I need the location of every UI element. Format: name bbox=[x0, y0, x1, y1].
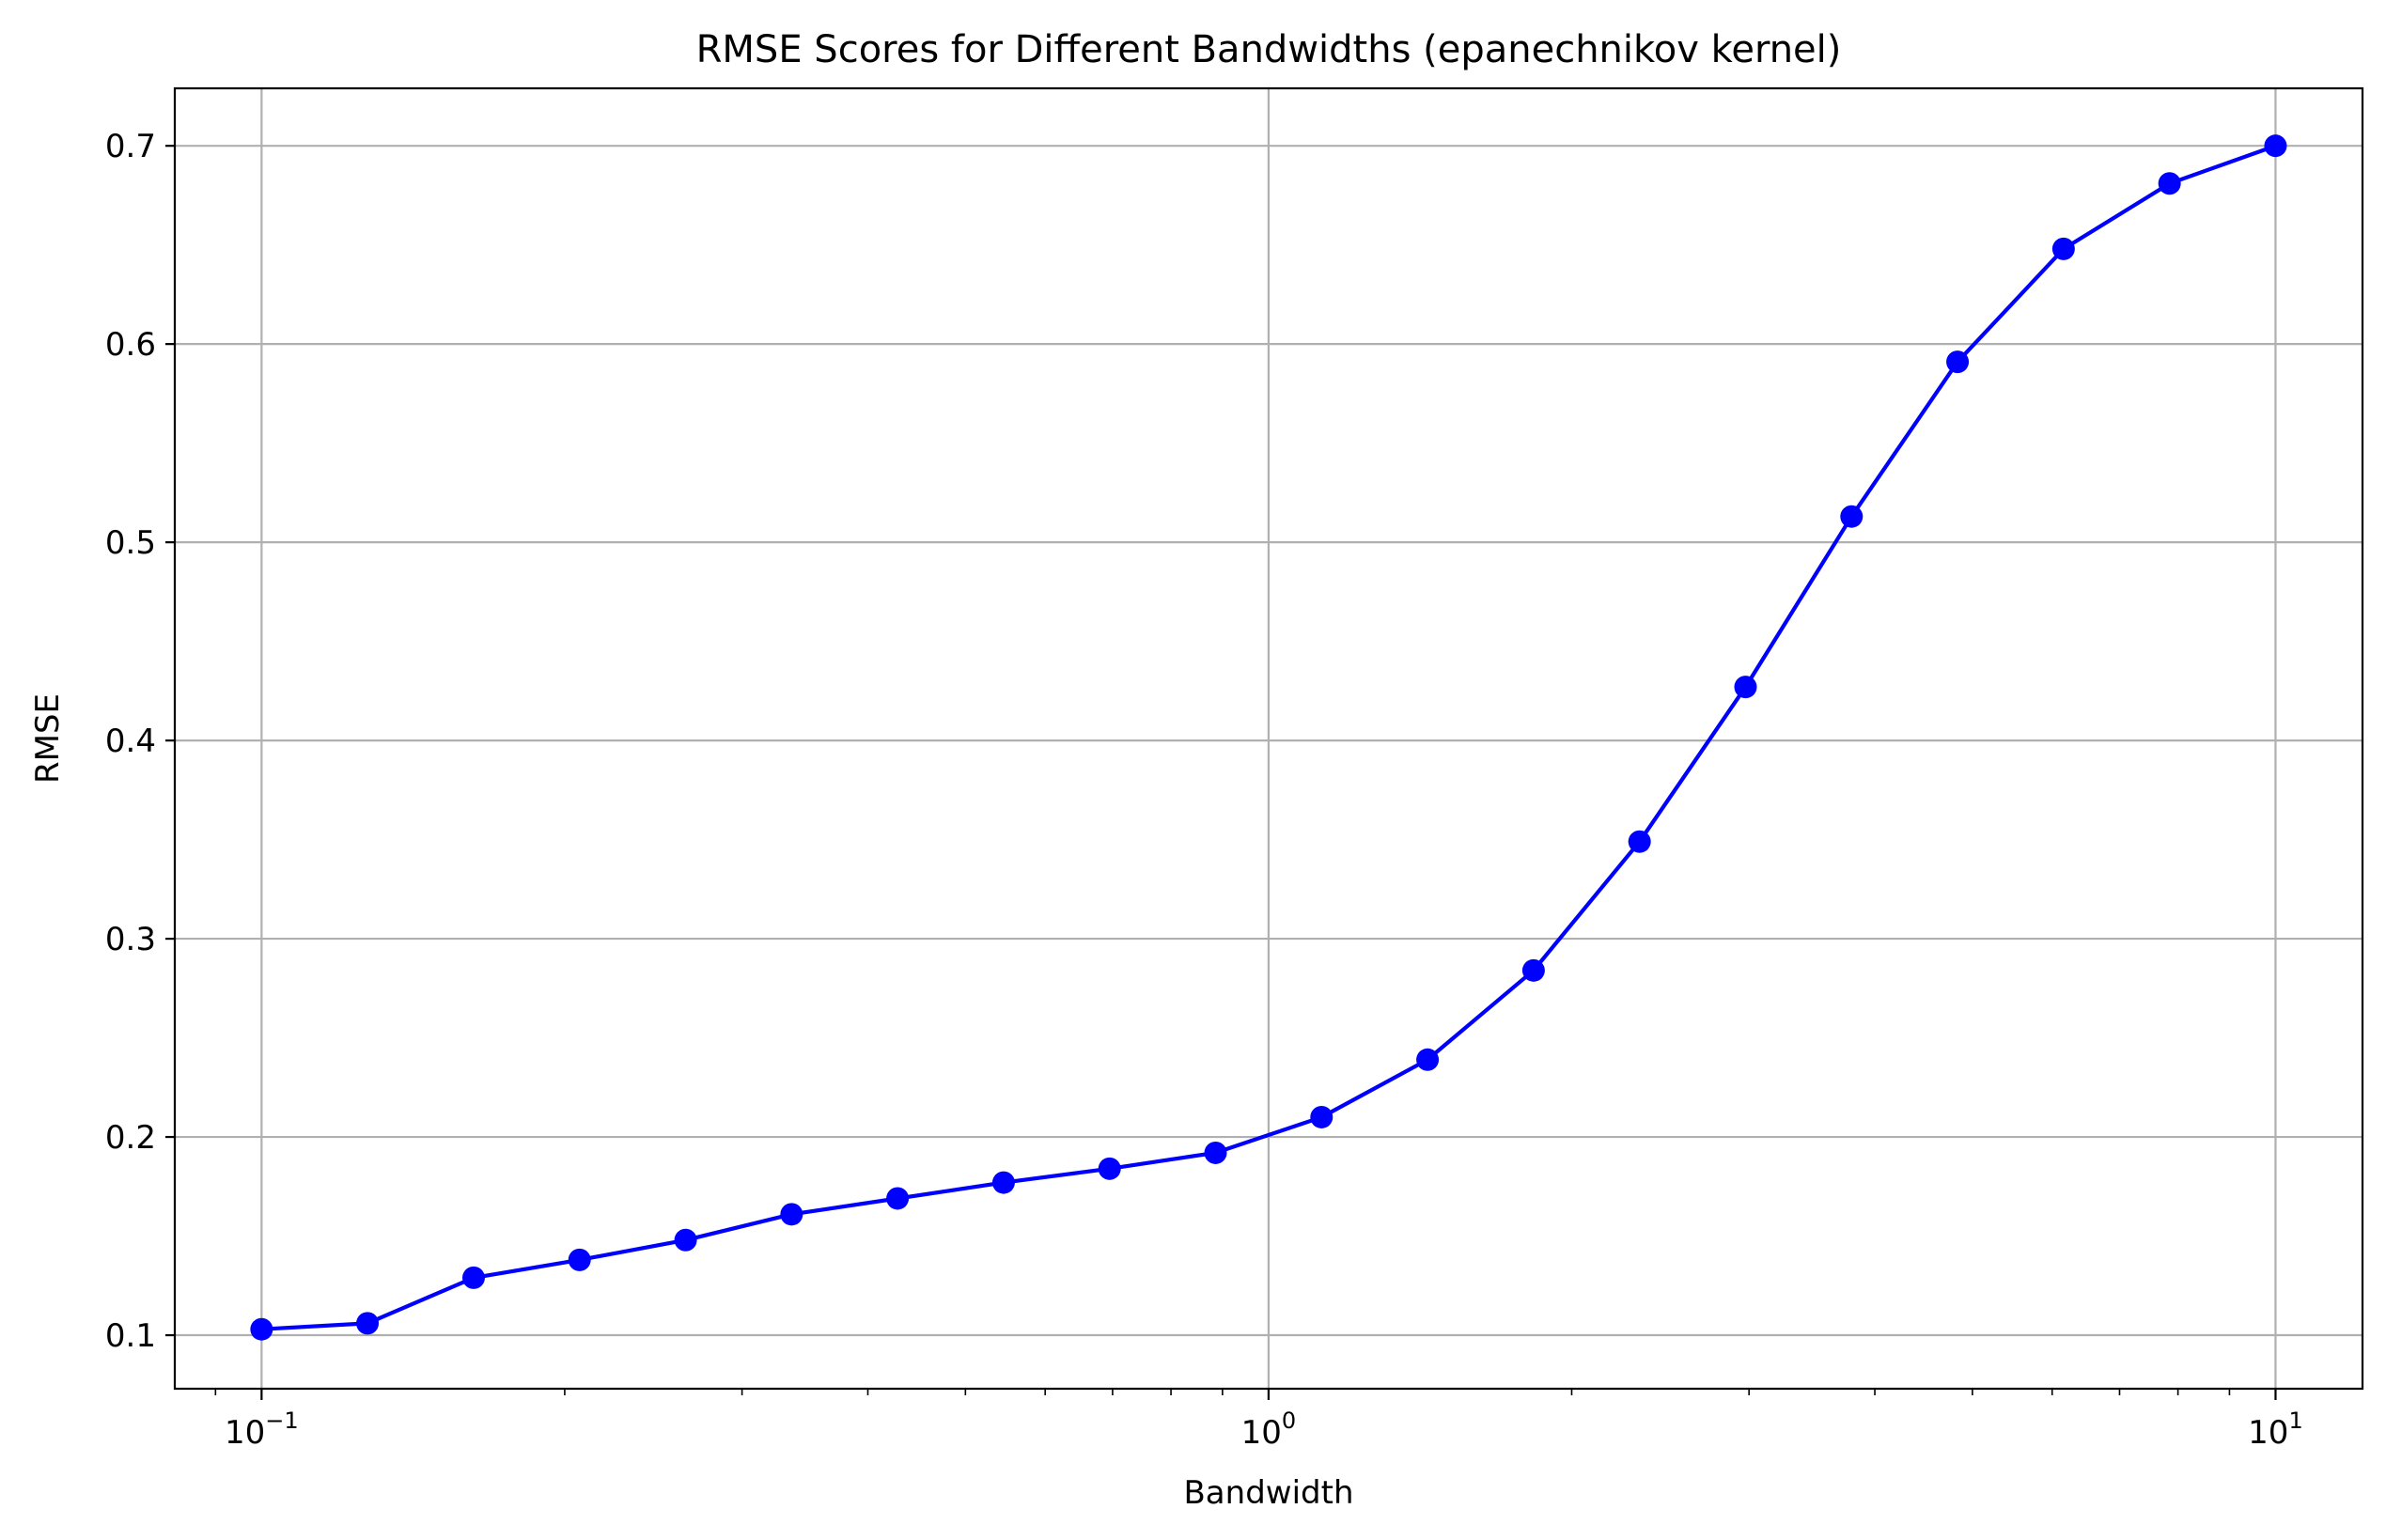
x-tick-label: 10−1 bbox=[225, 1408, 299, 1452]
chart-title: RMSE Scores for Different Bandwidths (ep… bbox=[696, 28, 1842, 71]
data-point bbox=[1310, 1105, 1333, 1128]
data-point bbox=[1628, 830, 1651, 853]
y-axis-label: RMSE bbox=[29, 693, 67, 784]
y-tick-label: 0.5 bbox=[105, 524, 156, 562]
data-point bbox=[2051, 237, 2075, 260]
y-tick-label: 0.4 bbox=[105, 723, 156, 760]
data-point bbox=[2158, 172, 2181, 195]
data-point bbox=[1098, 1157, 1121, 1180]
data-point bbox=[462, 1266, 486, 1289]
data-point bbox=[250, 1317, 273, 1341]
data-point bbox=[1416, 1048, 1440, 1071]
data-point bbox=[1840, 505, 1864, 528]
y-tick-label: 0.6 bbox=[105, 326, 156, 364]
data-point bbox=[886, 1187, 910, 1210]
data-point bbox=[1521, 958, 1545, 982]
data-point bbox=[356, 1312, 380, 1335]
y-tick-label: 0.7 bbox=[105, 128, 156, 165]
data-point bbox=[1946, 350, 1970, 374]
data-point bbox=[2264, 134, 2287, 158]
data-point bbox=[780, 1203, 803, 1226]
data-point bbox=[1204, 1141, 1227, 1164]
grid-lines bbox=[175, 88, 2363, 1389]
data-point bbox=[1734, 676, 1757, 699]
data-point bbox=[991, 1171, 1015, 1194]
data-point bbox=[674, 1228, 697, 1252]
x-axis-label: Bandwidth bbox=[1183, 1474, 1353, 1512]
axis-ticks: 0.1 0.2 0.3 0.4 0.5 0.6 0.7 10−1 100 101 bbox=[105, 128, 2303, 1452]
y-tick-label: 0.3 bbox=[105, 921, 156, 958]
data-point bbox=[568, 1248, 591, 1271]
y-tick-label: 0.2 bbox=[105, 1119, 156, 1157]
x-tick-label: 100 bbox=[1241, 1408, 1297, 1452]
y-tick-label: 0.1 bbox=[105, 1317, 156, 1355]
data-series bbox=[250, 134, 2287, 1341]
series-line bbox=[261, 144, 2277, 1331]
x-tick-label: 101 bbox=[2248, 1408, 2303, 1452]
